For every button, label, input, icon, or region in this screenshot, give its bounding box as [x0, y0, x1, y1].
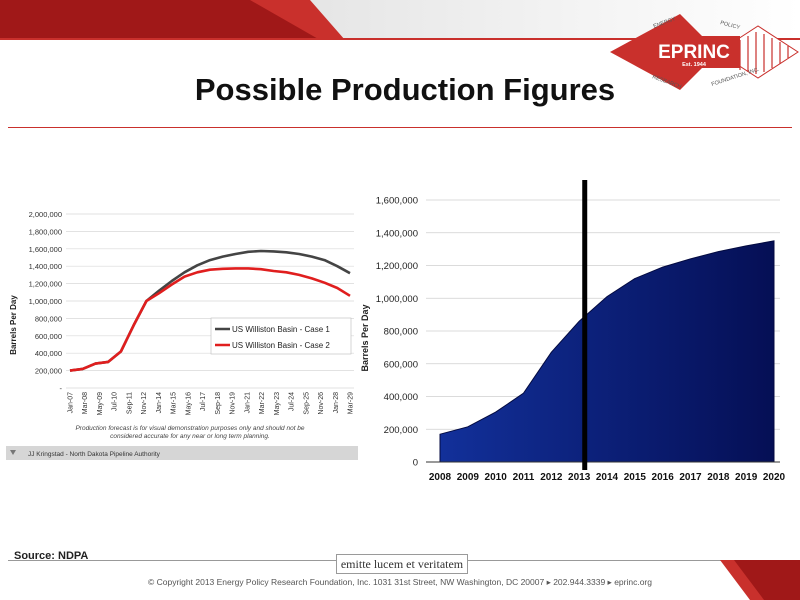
- left-x-tick: Jan-14: [156, 392, 163, 414]
- right-x-tick: 2017: [679, 472, 702, 483]
- left-x-tick: Jul-10: [112, 392, 119, 411]
- right-y-tick: 800,000: [384, 327, 418, 338]
- left-y-tick: 1,000,000: [29, 297, 62, 306]
- right-x-tick: 2016: [652, 472, 675, 483]
- right-y-tick: 1,000,000: [376, 294, 418, 305]
- right-y-axis-label: Barrels Per Day: [360, 304, 370, 371]
- right-x-tick-labels: 2008 2009 2010 2011 2012 2013 2014 2015 2016 2017…: [429, 472, 786, 483]
- right-x-tick: 2012: [540, 472, 563, 483]
- right-x-tick: 2011: [513, 472, 535, 483]
- logo-name: EPRINC: [658, 42, 730, 63]
- left-y-tick: -: [60, 384, 63, 393]
- title-divider: [8, 127, 792, 128]
- right-y-tick: 400,000: [384, 392, 418, 403]
- right-x-tick: 2018: [707, 472, 730, 483]
- left-series-lines: [69, 249, 351, 372]
- left-y-tick: 2,000,000: [29, 210, 62, 219]
- left-y-tick: 1,400,000: [29, 262, 62, 271]
- right-x-tick: 2013: [568, 472, 591, 483]
- right-y-tick: 1,200,000: [376, 261, 418, 272]
- left-x-tick: Nov-12: [141, 392, 148, 415]
- legend-label-case-2: US Williston Basin - Case 2: [232, 341, 330, 350]
- left-x-tick: Sep-11: [126, 392, 133, 414]
- left-x-tick: Jan-21: [244, 392, 251, 414]
- left-x-tick: Sep-25: [303, 392, 310, 415]
- left-y-tick: 600,000: [35, 332, 62, 341]
- left-x-tick: Mar-22: [259, 392, 266, 414]
- series-line-case-2: [69, 267, 351, 372]
- left-x-tick-labels: Jan-07 Mar-08 May-09 Jul-10 Sep-11 Nov-12 Jan-…: [68, 392, 355, 415]
- williston-basin-chart: 2,000,000 1,800,000 1,600,000 1,400,000 1,20…: [6, 200, 358, 462]
- credit-icon: [10, 450, 16, 455]
- logo-est: Est. 1944: [682, 62, 707, 68]
- left-x-tick: May-23: [274, 392, 281, 415]
- forecast-disclaimer: Production forecast is for visual demons…: [75, 425, 305, 441]
- motto-box: emitte lucem et veritatem: [336, 554, 468, 574]
- left-x-tick: Jul-17: [200, 392, 207, 411]
- left-x-tick: Nov-26: [318, 392, 325, 415]
- right-x-tick: 2010: [485, 472, 508, 483]
- right-y-tick: 1,600,000: [376, 196, 418, 207]
- left-x-tick: Jan-28: [333, 392, 340, 414]
- right-x-tick: 2019: [735, 472, 758, 483]
- right-x-tick: 2015: [624, 472, 647, 483]
- left-x-tick: Mar-08: [82, 392, 89, 414]
- left-x-tick: Jul-24: [289, 392, 296, 411]
- source-note: Source: NDPA: [14, 550, 89, 562]
- left-y-tick: 800,000: [35, 314, 62, 323]
- left-x-tick: May-16: [185, 392, 192, 415]
- left-x-tick: Nov-19: [230, 392, 237, 415]
- right-y-tick: 600,000: [384, 359, 418, 370]
- right-x-tick: 2008: [429, 472, 452, 483]
- left-y-tick: 200,000: [35, 367, 62, 376]
- left-y-tick: 1,600,000: [29, 245, 62, 254]
- production-area: [439, 240, 775, 463]
- page-title: Possible Production Figures: [194, 72, 616, 107]
- copyright-line: © Copyright 2013 Energy Policy Research …: [148, 577, 652, 587]
- right-y-tick-labels: 1,600,000 1,400,000 1,200,000 1,000,000 800,…: [376, 196, 418, 469]
- right-x-tick: 2014: [596, 472, 619, 483]
- left-y-tick-labels: 2,000,000 1,800,000 1,600,000 1,400,000 1,20…: [29, 210, 63, 393]
- legend-label-case-1: US Williston Basin - Case 1: [232, 325, 330, 334]
- right-y-tick: 1,400,000: [376, 228, 418, 239]
- eprinc-logo: EPRINC Est. 1944 ENERGY POLICY RESEARCH …: [610, 14, 799, 90]
- logo-text-policy: POLICY: [719, 20, 740, 31]
- top-decorative-band: [0, 0, 800, 40]
- bottom-corner-accent: [720, 560, 800, 600]
- right-x-tick: 2020: [763, 472, 786, 483]
- chart-credit: JJ Kringstad - North Dakota Pipeline Aut…: [28, 451, 161, 458]
- left-x-tick: May-09: [97, 392, 104, 415]
- left-y-tick: 1,800,000: [29, 227, 62, 236]
- right-y-tick: 200,000: [384, 425, 418, 436]
- left-y-tick: 400,000: [35, 349, 62, 358]
- left-x-tick: Jan-07: [68, 392, 75, 414]
- right-x-tick: 2009: [457, 472, 480, 483]
- left-y-axis-label: Barrels Per Day: [9, 295, 18, 355]
- production-area-chart: 1,600,000 1,400,000 1,200,000 1,000,000 800,…: [360, 180, 786, 483]
- left-x-tick: Sep-18: [215, 392, 222, 415]
- right-y-tick: 0: [413, 458, 418, 469]
- left-x-tick: Mar-15: [171, 392, 178, 414]
- left-legend: US Williston Basin - Case 1 US Williston…: [210, 317, 352, 355]
- left-x-tick: Mar-29: [348, 392, 355, 414]
- left-y-tick: 1,200,000: [29, 280, 62, 289]
